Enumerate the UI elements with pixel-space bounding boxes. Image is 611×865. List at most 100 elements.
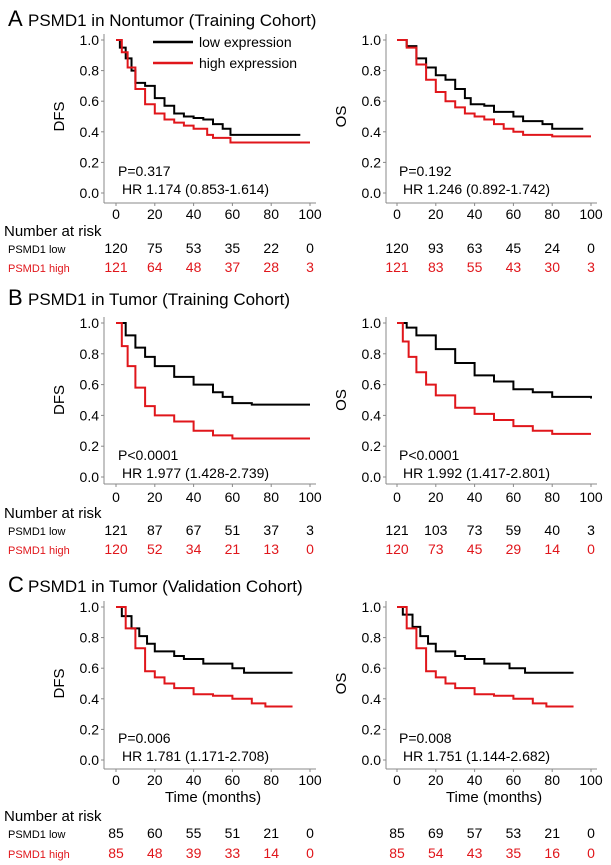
y-tick-label: 1.0 bbox=[80, 315, 100, 331]
risk-low-value: 3 bbox=[306, 522, 314, 538]
x-tick-label: 0 bbox=[393, 772, 401, 788]
risk-low-value: 59 bbox=[506, 522, 522, 538]
y-tick-label: 1.0 bbox=[362, 315, 382, 331]
y-tick-label: 0.0 bbox=[362, 752, 382, 768]
risk-low-value: 57 bbox=[467, 825, 483, 841]
risk-low-value: 55 bbox=[186, 825, 202, 841]
x-tick-label: 20 bbox=[428, 489, 444, 505]
hazard-ratio: HR 1.174 (0.853-1.614) bbox=[122, 181, 269, 197]
x-tick-label: 100 bbox=[298, 489, 322, 505]
y-tick-label: 0.4 bbox=[80, 691, 100, 707]
hazard-ratio: HR 1.781 (1.171-2.708) bbox=[122, 748, 269, 764]
risk-high-value: 83 bbox=[428, 259, 444, 275]
x-tick-label: 80 bbox=[263, 206, 279, 222]
x-tick-label: 0 bbox=[112, 772, 120, 788]
panel-title: PSMD1 in Tumor (Validation Cohort) bbox=[28, 577, 303, 596]
curve-high-expression bbox=[397, 606, 574, 708]
y-tick-label: 0.0 bbox=[80, 185, 100, 201]
x-tick-label: 0 bbox=[393, 489, 401, 505]
curve-low-expression bbox=[116, 39, 301, 136]
risk-high-value: 52 bbox=[147, 541, 163, 557]
risk-low-value: 45 bbox=[506, 240, 522, 256]
y-tick-label: 0.2 bbox=[80, 438, 100, 454]
risk-low-value: 53 bbox=[506, 825, 522, 841]
km-plot-dfs: 0.0 0.2 0.4 0.6 0.8 1.0 0 20 40 60 80 100 DFS Time (m… bbox=[51, 599, 322, 861]
x-tick-label: 100 bbox=[579, 772, 603, 788]
y-tick-label: 0.2 bbox=[362, 438, 382, 454]
risk-high-value: 73 bbox=[428, 541, 444, 557]
risk-high-value: 43 bbox=[506, 259, 522, 275]
km-plot-os: 0.0 0.2 0.4 0.6 0.8 1.0 0 20 40 60 80 100 OS P<0.0001… bbox=[333, 315, 603, 557]
risk-high-value: 16 bbox=[544, 845, 560, 861]
risk-low-value: 0 bbox=[587, 240, 595, 256]
x-tick-label: 20 bbox=[147, 772, 163, 788]
curve-high-expression bbox=[116, 39, 310, 144]
risk-row-label-high: PSMD1 high bbox=[8, 263, 70, 275]
risk-low-value: 37 bbox=[263, 522, 279, 538]
x-tick-label: 40 bbox=[186, 489, 202, 505]
risk-row-label-low: PSMD1 low bbox=[8, 526, 66, 538]
y-tick-label: 0.8 bbox=[362, 630, 382, 646]
panel-B: B PSMD1 in Tumor (Training Cohort)0.00.20… bbox=[4, 285, 603, 557]
risk-low-value: 85 bbox=[108, 825, 124, 841]
x-tick-label: 80 bbox=[544, 206, 560, 222]
risk-low-value: 120 bbox=[104, 240, 128, 256]
y-tick-label: 0.8 bbox=[80, 630, 100, 646]
y-tick-label: 1.0 bbox=[362, 599, 382, 615]
panel-letter: B bbox=[8, 285, 23, 310]
p-value: P<0.0001 bbox=[118, 447, 179, 463]
x-axis-label: Time (months) bbox=[165, 789, 261, 806]
x-tick-label: 0 bbox=[112, 489, 120, 505]
x-tick-label: 40 bbox=[467, 206, 483, 222]
y-tick-label: 0.4 bbox=[362, 691, 382, 707]
x-tick-label: 20 bbox=[147, 206, 163, 222]
risk-high-value: 55 bbox=[467, 259, 483, 275]
y-tick-label: 0.8 bbox=[362, 63, 382, 79]
x-tick-label: 40 bbox=[186, 772, 202, 788]
y-tick-label: 0.2 bbox=[80, 721, 100, 737]
risk-low-value: 21 bbox=[263, 825, 279, 841]
p-value: P=0.192 bbox=[399, 163, 452, 179]
x-tick-label: 100 bbox=[579, 206, 603, 222]
risk-row-label-low: PSMD1 low bbox=[8, 244, 66, 256]
y-tick-label: 0.8 bbox=[362, 346, 382, 362]
risk-high-value: 3 bbox=[587, 259, 595, 275]
x-tick-label: 80 bbox=[544, 489, 560, 505]
y-tick-label: 0.2 bbox=[80, 154, 100, 170]
risk-row-label-high: PSMD1 high bbox=[8, 849, 70, 861]
y-tick-label: 1.0 bbox=[80, 32, 100, 48]
x-tick-label: 60 bbox=[506, 489, 522, 505]
risk-low-value: 0 bbox=[306, 240, 314, 256]
y-tick-label: 0.4 bbox=[80, 407, 100, 423]
hazard-ratio: HR 1.751 (1.144-2.682) bbox=[403, 748, 550, 764]
x-tick-label: 100 bbox=[298, 772, 322, 788]
risk-high-value: 29 bbox=[506, 541, 522, 557]
risk-high-value: 13 bbox=[263, 541, 279, 557]
x-tick-label: 20 bbox=[428, 206, 444, 222]
risk-table-heading: Number at risk bbox=[4, 505, 102, 522]
y-tick-label: 0.0 bbox=[362, 185, 382, 201]
risk-table-heading: Number at risk bbox=[4, 808, 102, 825]
curve-low-expression bbox=[116, 606, 293, 674]
y-tick-label: 0.4 bbox=[362, 407, 382, 423]
risk-low-value: 87 bbox=[147, 522, 163, 538]
risk-low-value: 75 bbox=[147, 240, 163, 256]
km-plot-os: 0.0 0.2 0.4 0.6 0.8 1.0 0 20 40 60 80 100 OS Time (mo… bbox=[333, 599, 603, 861]
curve-low-expression bbox=[397, 606, 574, 674]
x-tick-label: 100 bbox=[298, 206, 322, 222]
y-axis-label: OS bbox=[333, 673, 350, 695]
p-value: P=0.317 bbox=[118, 163, 171, 179]
hazard-ratio: HR 1.977 (1.428-2.739) bbox=[122, 465, 269, 481]
y-tick-label: 0.4 bbox=[80, 124, 100, 140]
y-tick-label: 1.0 bbox=[80, 599, 100, 615]
risk-low-value: 93 bbox=[428, 240, 444, 256]
y-axis-label: OS bbox=[333, 106, 350, 128]
x-tick-label: 20 bbox=[147, 489, 163, 505]
y-tick-label: 0.0 bbox=[80, 469, 100, 485]
x-tick-label: 100 bbox=[579, 489, 603, 505]
p-value: P=0.006 bbox=[118, 730, 171, 746]
x-tick-label: 80 bbox=[544, 772, 560, 788]
curve-high-expression bbox=[397, 39, 591, 138]
y-tick-label: 0.6 bbox=[362, 93, 382, 109]
